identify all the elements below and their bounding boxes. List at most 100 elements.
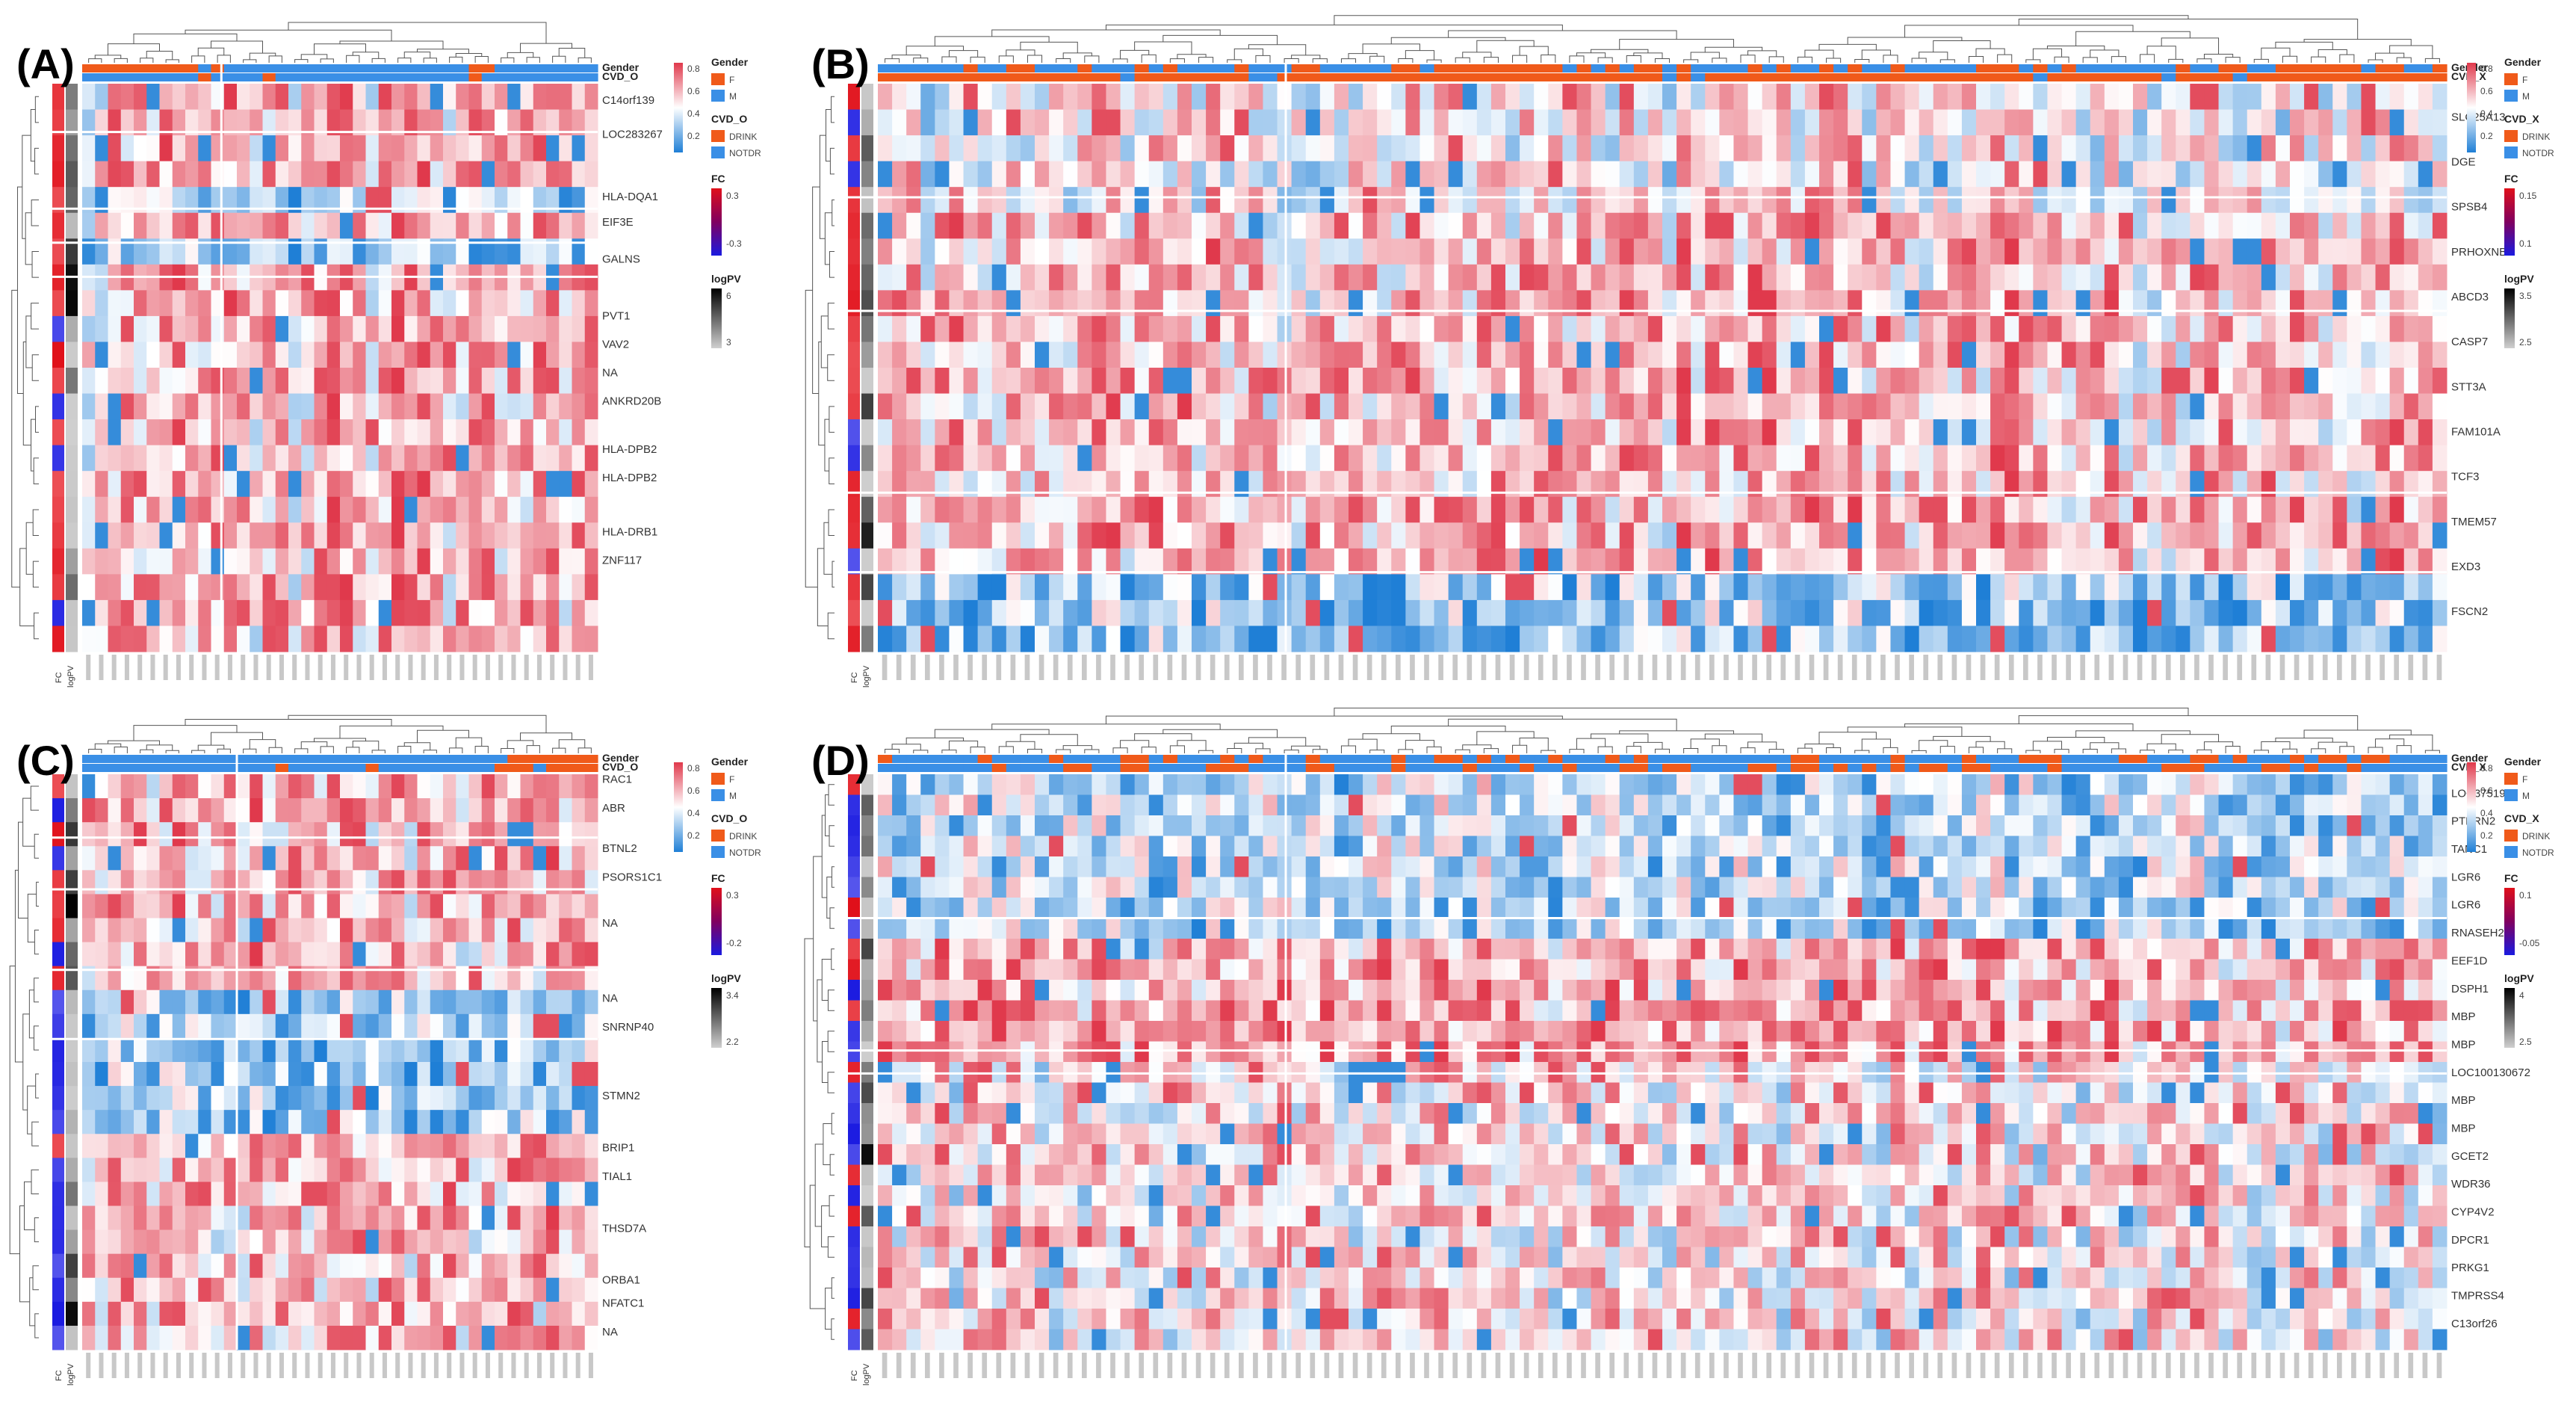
heatmap-cell bbox=[584, 522, 598, 549]
heatmap-cell bbox=[906, 599, 921, 626]
dendrogram-link bbox=[352, 741, 380, 750]
gender-cell bbox=[1434, 64, 1449, 72]
cvd-cell bbox=[2161, 73, 2176, 81]
heatmap-cell bbox=[353, 109, 366, 136]
heatmap-cell bbox=[572, 187, 586, 214]
dendrogram-link bbox=[294, 748, 309, 753]
gender-cell bbox=[391, 64, 405, 72]
gender-cell bbox=[108, 755, 122, 763]
heatmap-cell bbox=[159, 342, 173, 368]
heatmap-cell bbox=[262, 187, 276, 214]
heatmap-cell bbox=[159, 315, 173, 342]
heatmap-cell bbox=[2232, 238, 2248, 265]
heatmap-cell bbox=[95, 989, 108, 1015]
heatmap-cell bbox=[2247, 161, 2262, 188]
heatmap-cell bbox=[95, 822, 108, 847]
heatmap-cell bbox=[120, 496, 134, 523]
dendrogram-link bbox=[818, 341, 825, 446]
dendrogram-link bbox=[1968, 55, 1984, 63]
heatmap-cell bbox=[1947, 419, 1963, 446]
heatmap-cell bbox=[1063, 135, 1078, 162]
heatmap-cell bbox=[584, 315, 598, 342]
legends: 0.80.60.40.2GenderFMCVD_ODRINKNOTDRFC0.3… bbox=[674, 56, 761, 348]
heatmap-cell bbox=[1148, 315, 1164, 342]
heatmap-cell bbox=[417, 774, 431, 799]
gender-cell bbox=[1319, 64, 1335, 72]
heatmap-cell bbox=[1419, 342, 1435, 368]
heatmap-cell bbox=[2332, 574, 2347, 601]
heatmap-cell bbox=[1291, 599, 1307, 626]
heatmap-cell bbox=[935, 342, 950, 368]
heatmap-cell bbox=[1534, 135, 1549, 162]
heatmap-cell bbox=[1220, 264, 1235, 291]
column-label-mark bbox=[1082, 655, 1087, 680]
heatmap-cell bbox=[1719, 419, 1734, 446]
heatmap-cell bbox=[878, 84, 893, 111]
heatmap-cell bbox=[1833, 238, 1848, 265]
gender-cell bbox=[211, 64, 225, 72]
heatmap-cell bbox=[1405, 368, 1420, 395]
heatmap-cell bbox=[1848, 109, 1863, 136]
heatmap-cell bbox=[2375, 419, 2391, 446]
heatmap-cell bbox=[584, 342, 598, 368]
cvd-cell bbox=[584, 764, 598, 772]
gender-cell bbox=[301, 64, 315, 72]
heatmap-cell bbox=[1819, 419, 1834, 446]
heatmap-cell bbox=[1092, 368, 1106, 395]
heatmap-cell bbox=[1206, 471, 1221, 498]
heatmap-cell bbox=[495, 1013, 508, 1039]
heatmap-cell bbox=[520, 599, 534, 626]
heatmap-cell bbox=[1476, 135, 1492, 162]
heatmap-cell bbox=[2347, 393, 2362, 420]
heatmap-cell bbox=[2104, 574, 2120, 601]
heatmap-cell bbox=[1248, 599, 1263, 626]
heatmap-cell bbox=[920, 419, 935, 446]
gender-cell bbox=[134, 64, 147, 72]
heatmap-cell bbox=[1220, 84, 1235, 111]
heatmap-cell bbox=[1933, 548, 1948, 575]
heatmap-cell bbox=[301, 1158, 315, 1182]
gender-cell bbox=[314, 755, 328, 763]
heatmap-cell bbox=[520, 989, 534, 1015]
heatmap-cell bbox=[1305, 238, 1321, 265]
heatmap-cell bbox=[2033, 599, 2048, 626]
heatmap-cell bbox=[404, 368, 418, 395]
heatmap-cell bbox=[1990, 84, 2005, 111]
heatmap-cell bbox=[1419, 548, 1435, 575]
heatmap-cell bbox=[1662, 187, 1677, 214]
cvd-cell bbox=[1862, 73, 1877, 81]
heatmap-cell bbox=[559, 1037, 572, 1063]
heatmap-cell bbox=[481, 894, 495, 918]
heatmap-cell bbox=[1876, 161, 1891, 188]
heatmap-cell bbox=[468, 84, 483, 111]
heatmap-cell bbox=[1990, 522, 2005, 549]
heatmap-cell bbox=[82, 187, 96, 214]
heatmap-cell bbox=[108, 942, 122, 967]
heatmap-cell bbox=[1006, 548, 1021, 575]
heatmap-cell bbox=[378, 393, 392, 420]
heatmap-cell bbox=[481, 966, 495, 991]
legend-cvd-item: DRINK bbox=[729, 132, 757, 142]
heatmap-cell bbox=[2133, 574, 2148, 601]
column-label-mark bbox=[2165, 655, 2171, 680]
heatmap-cell bbox=[2204, 599, 2220, 626]
dendrogram-link bbox=[294, 59, 309, 63]
heatmap-cell bbox=[146, 822, 160, 847]
heatmap-cell bbox=[365, 212, 380, 239]
dendrogram-link bbox=[185, 29, 392, 41]
dendrogram-link bbox=[1056, 58, 1071, 63]
heatmap-cell bbox=[1363, 445, 1378, 472]
heatmap-cell bbox=[1933, 419, 1948, 446]
heatmap-cell bbox=[2204, 548, 2220, 575]
gene-label: SPSB4 bbox=[2451, 201, 2487, 214]
heatmap-cell bbox=[198, 1134, 211, 1158]
heatmap-cell bbox=[1490, 419, 1506, 446]
gender-cell bbox=[2004, 64, 2019, 72]
heatmap-cell bbox=[378, 109, 392, 136]
dendrogram-link bbox=[34, 833, 39, 859]
heatmap-cell bbox=[2318, 445, 2333, 472]
heatmap-cell bbox=[2147, 135, 2162, 162]
heatmap-cell bbox=[1148, 187, 1164, 214]
heatmap-cell bbox=[417, 135, 431, 162]
heatmap-cell bbox=[198, 1037, 211, 1063]
